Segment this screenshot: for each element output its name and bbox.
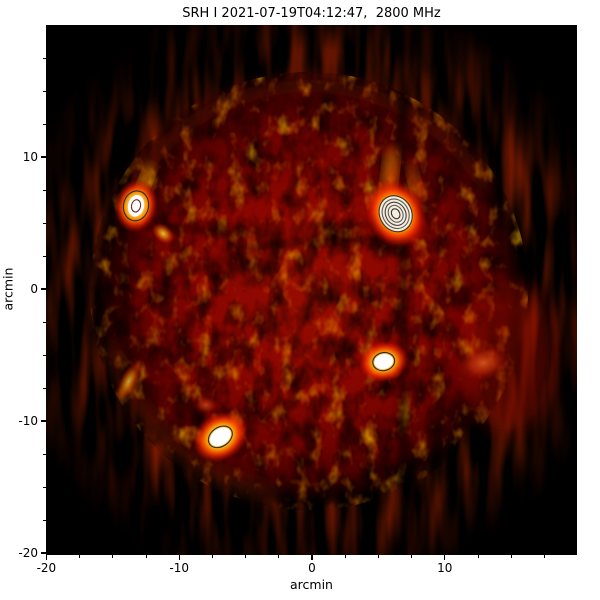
y-major-tick [41, 552, 46, 554]
source-e-enhancement [151, 222, 175, 245]
source-glow [151, 222, 175, 245]
y-major-tick [41, 420, 46, 422]
x-minor-tick [79, 555, 81, 558]
y-minor-tick [43, 354, 46, 356]
contour-ring [372, 351, 396, 372]
instrument-artifacts [119, 25, 414, 555]
y-minor-tick [43, 189, 46, 191]
contour-ring [378, 195, 413, 233]
source-glow [115, 361, 142, 402]
plot-area [46, 25, 577, 555]
y-minor-tick [43, 57, 46, 59]
contour-ring [130, 199, 142, 213]
x-minor-tick [278, 555, 280, 558]
source-se-limb-streak [115, 361, 142, 402]
y-tick-label: -10 [18, 414, 38, 428]
y-minor-tick [43, 387, 46, 389]
x-minor-tick [344, 555, 346, 558]
source-glow [456, 344, 511, 382]
x-tick-label: 10 [437, 561, 453, 575]
source-core [374, 354, 394, 370]
y-minor-tick [43, 123, 46, 125]
source-ne-active-region [113, 179, 159, 233]
x-minor-tick [112, 555, 114, 558]
y-minor-tick [43, 255, 46, 257]
x-axis-label: arcmin [290, 577, 333, 592]
source-w-limb-enhancement [456, 344, 511, 382]
contour-ring [387, 204, 404, 223]
y-major-tick [41, 156, 46, 158]
y-major-tick [41, 288, 46, 290]
source-s-enhancement [193, 396, 218, 415]
radio-sources [113, 178, 511, 463]
x-minor-tick [145, 555, 147, 558]
x-minor-tick [245, 555, 247, 558]
x-major-tick [311, 555, 313, 560]
vertical-stripe-artifact [119, 25, 128, 555]
source-glow [193, 396, 218, 415]
y-minor-tick [43, 321, 46, 323]
source-core [209, 427, 231, 447]
y-minor-tick [43, 519, 46, 521]
y-tick-label: 0 [30, 282, 38, 296]
source-se-source [192, 410, 249, 463]
y-minor-tick [43, 453, 46, 455]
x-tick-label: -10 [169, 561, 189, 575]
x-major-tick [444, 555, 446, 560]
x-minor-tick [411, 555, 413, 558]
x-tick-label: -20 [36, 561, 57, 575]
solar-radio-map [46, 25, 577, 555]
x-tick-label: 0 [308, 561, 316, 575]
x-minor-tick [510, 555, 512, 558]
x-minor-tick [377, 555, 380, 558]
x-minor-tick [477, 555, 479, 558]
y-minor-tick [43, 90, 46, 92]
vertical-stripe-artifact [398, 25, 408, 555]
x-major-tick [45, 555, 47, 560]
source-nw-active-region [364, 178, 428, 249]
contour-ring [381, 198, 410, 230]
y-minor-tick [43, 222, 46, 224]
contour-ring [207, 425, 233, 449]
y-tick-label: 10 [22, 150, 38, 164]
figure-title: SRH I 2021-07-19T04:12:47, 2800 MHz [182, 6, 441, 21]
y-tick-label: -20 [18, 546, 38, 560]
source-w-source [357, 340, 410, 383]
y-minor-tick [43, 486, 46, 488]
x-major-tick [178, 555, 180, 560]
x-minor-tick [543, 555, 546, 558]
contour-ring [384, 201, 407, 226]
x-minor-tick [211, 555, 214, 558]
contour-ring [122, 190, 150, 222]
source-core [127, 194, 145, 217]
contour-ring [390, 208, 401, 220]
